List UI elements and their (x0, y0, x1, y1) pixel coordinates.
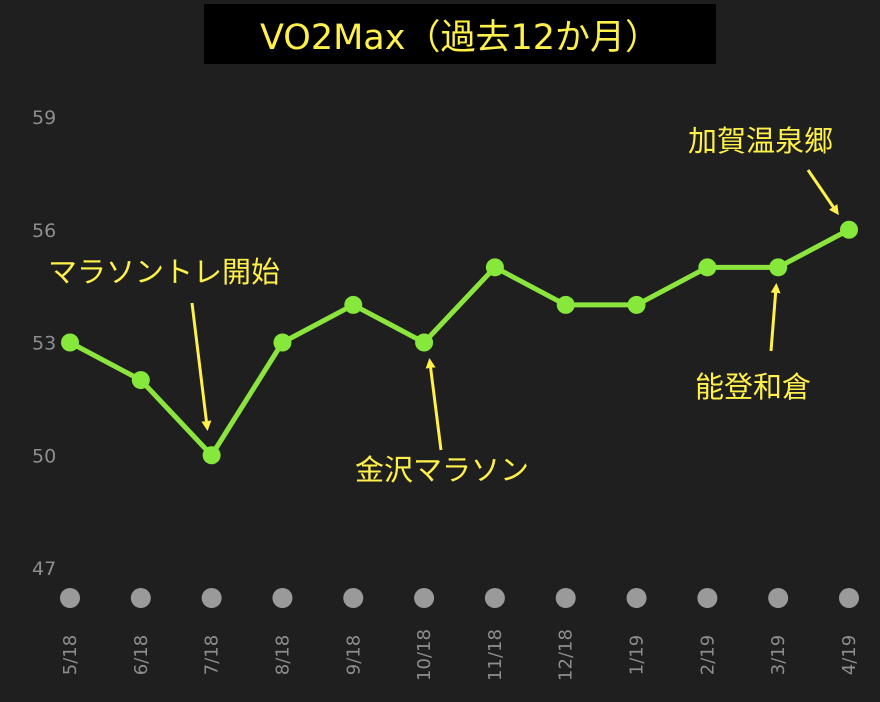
x-axis-dot (272, 588, 293, 608)
y-tick-label: 47 (32, 558, 56, 580)
x-tick-label: 8/18 (272, 635, 293, 675)
annotation-arrow (425, 358, 443, 451)
x-tick-label: 7/18 (202, 635, 223, 675)
y-axis-ticks: 47 50 53 56 59 (32, 107, 56, 580)
data-point (485, 258, 504, 277)
x-tick-label: 4/19 (839, 635, 860, 675)
x-tick-label: 6/18 (131, 635, 152, 675)
x-tick-label: 5/18 (60, 635, 81, 675)
x-tick-label: 9/18 (343, 635, 364, 675)
data-point (556, 295, 575, 314)
x-axis-dot (343, 588, 364, 608)
x-tick-label: 3/19 (768, 635, 789, 675)
y-tick-label: 56 (32, 220, 56, 242)
data-point (698, 258, 717, 277)
annotation-arrow (806, 169, 839, 216)
x-axis-dot (839, 588, 859, 608)
annotation-arrow (769, 283, 781, 352)
x-axis-dot (555, 588, 576, 608)
x-tick-label: 12/18 (556, 629, 577, 681)
x-axis-dot (697, 588, 718, 608)
x-axis-dot (130, 588, 151, 608)
y-tick-label: 50 (32, 445, 56, 467)
data-point (61, 333, 79, 352)
chart-title-box: VO2Max（過去12か月） (204, 4, 716, 64)
y-tick-label: 59 (32, 107, 56, 129)
series-vo2max (61, 220, 858, 465)
data-point (202, 446, 221, 465)
x-axis-ticks: 5/18 6/18 7/18 8/18 9/18 10/18 11/18 12/18 1/19 2… (60, 629, 860, 681)
annotation-label: マラソントレ開始 (48, 255, 280, 289)
data-point (769, 258, 788, 277)
x-axis-dot (768, 588, 789, 608)
annotation-arrow (190, 302, 212, 431)
x-axis-dot (626, 588, 647, 608)
x-axis-dot (201, 588, 222, 608)
data-point (415, 333, 434, 352)
data-point (627, 295, 646, 314)
series-line (67, 227, 852, 458)
x-axis-dot (414, 588, 435, 608)
annotation-label: 加賀温泉郷 (688, 124, 833, 158)
data-point (840, 220, 858, 239)
x-axis-dot (484, 588, 505, 608)
y-tick-label: 53 (32, 333, 56, 355)
x-axis-dots (60, 588, 859, 608)
data-point (131, 371, 150, 390)
x-tick-label: 10/18 (414, 629, 435, 681)
annotation-label: 能登和倉 (695, 370, 811, 404)
annotation-label: 金沢マラソン (355, 453, 529, 487)
x-tick-label: 1/19 (627, 635, 648, 675)
x-tick-label: 2/19 (697, 635, 718, 675)
data-point (344, 295, 363, 314)
x-axis-dot (60, 588, 80, 608)
data-point (273, 333, 292, 352)
chart-title: VO2Max（過去12か月） (259, 17, 661, 58)
x-tick-label: 11/18 (485, 629, 506, 681)
